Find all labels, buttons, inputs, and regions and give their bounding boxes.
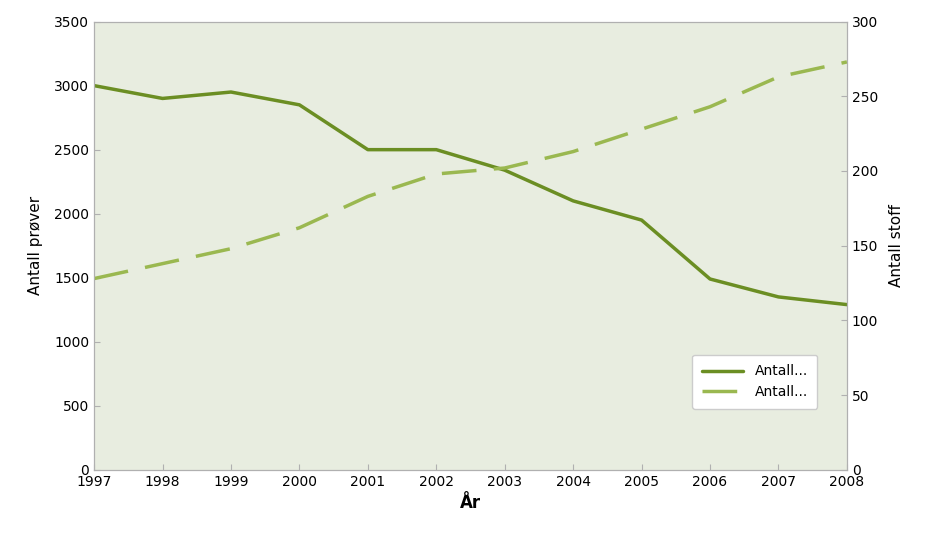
Antall... bbox=[841, 301, 853, 308]
Legend: Antall..., Antall...: Antall..., Antall... bbox=[692, 355, 818, 409]
Antall... bbox=[567, 198, 579, 204]
X-axis label: År: År bbox=[460, 494, 481, 512]
Antall... bbox=[705, 104, 716, 110]
Antall... bbox=[225, 89, 236, 95]
Y-axis label: Antall prøver: Antall prøver bbox=[28, 196, 43, 295]
Antall... bbox=[636, 126, 647, 132]
Antall... bbox=[841, 59, 853, 65]
Line: Antall...: Antall... bbox=[94, 86, 847, 305]
Antall... bbox=[773, 73, 784, 80]
Antall... bbox=[567, 148, 579, 155]
Antall... bbox=[362, 146, 374, 153]
Antall... bbox=[362, 193, 374, 200]
Antall... bbox=[88, 275, 100, 282]
Antall... bbox=[294, 225, 305, 231]
Antall... bbox=[157, 260, 168, 267]
Antall... bbox=[636, 217, 647, 224]
Antall... bbox=[431, 146, 442, 153]
Line: Antall...: Antall... bbox=[94, 62, 847, 279]
Antall... bbox=[705, 276, 716, 282]
Antall... bbox=[499, 167, 510, 173]
Antall... bbox=[225, 246, 236, 252]
Antall... bbox=[294, 102, 305, 108]
Antall... bbox=[157, 95, 168, 102]
Y-axis label: Antall stoff: Antall stoff bbox=[889, 204, 904, 287]
Antall... bbox=[88, 83, 100, 89]
Antall... bbox=[773, 294, 784, 300]
Antall... bbox=[499, 165, 510, 171]
Antall... bbox=[431, 171, 442, 177]
